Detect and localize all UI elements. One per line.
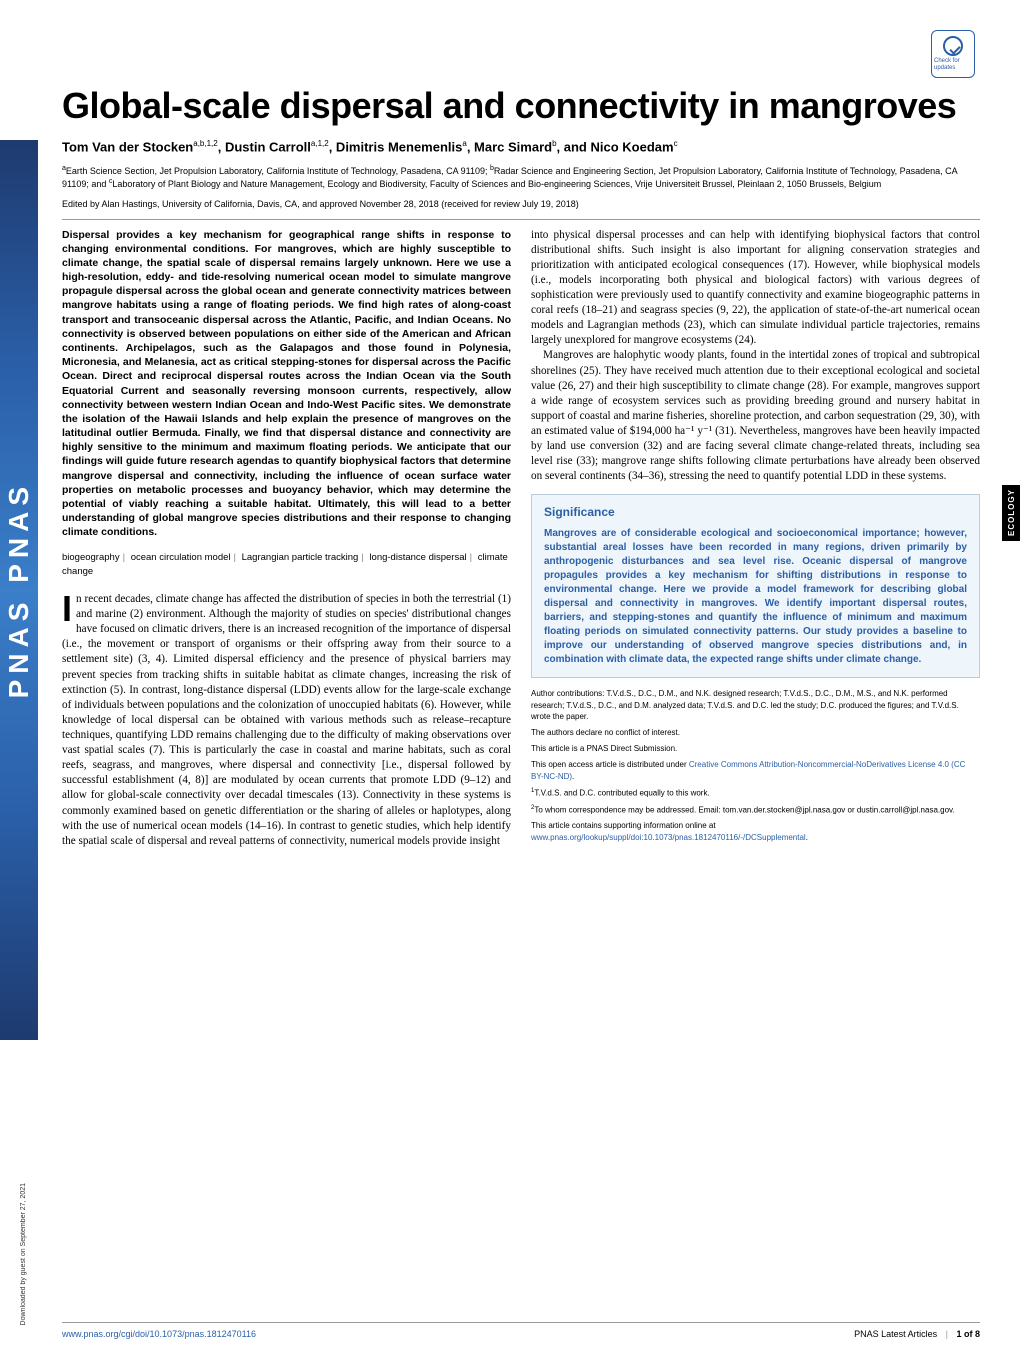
keyword: biogeography <box>62 552 120 563</box>
keyword: Lagrangian particle tracking <box>242 552 359 563</box>
footnotes: Author contributions: T.V.d.S., D.C., D.… <box>531 688 980 842</box>
affiliations: aEarth Science Section, Jet Propulsion L… <box>62 164 980 190</box>
footer-doi-link[interactable]: www.pnas.org/cgi/doi/10.1073/pnas.181247… <box>62 1329 256 1339</box>
download-timestamp: Downloaded by guest on September 27, 202… <box>20 1183 27 1325</box>
body-text-right: into physical dispersal processes and ca… <box>531 228 980 485</box>
crossmark-badge[interactable]: Check for updates <box>931 30 975 78</box>
abstract-text: Dispersal provides a key mechanism for g… <box>62 228 511 540</box>
footer-label: PNAS Latest Articles <box>854 1329 937 1339</box>
significance-title: Significance <box>544 505 967 519</box>
crossmark-check-icon <box>943 36 963 56</box>
author-list: Tom Van der Stockena,b,1,2, Dustin Carro… <box>62 139 980 154</box>
supplemental-note: This article contains supporting informa… <box>531 820 980 842</box>
dropcap-letter: I <box>62 592 76 625</box>
page-number: 1 of 8 <box>956 1329 980 1339</box>
article-title: Global-scale dispersal and connectivity … <box>62 85 980 127</box>
page-footer: www.pnas.org/cgi/doi/10.1073/pnas.181247… <box>62 1322 980 1339</box>
body-text-left: In recent decades, climate change has af… <box>62 592 511 849</box>
conflict-statement: The authors declare no conflict of inter… <box>531 727 980 738</box>
direct-submission: This article is a PNAS Direct Submission… <box>531 743 980 754</box>
header-divider <box>62 219 980 220</box>
keywords: biogeography| ocean circulation model| L… <box>62 551 511 578</box>
equal-contribution: 1T.V.d.S. and D.C. contributed equally t… <box>531 787 980 799</box>
supplemental-link[interactable]: www.pnas.org/lookup/suppl/doi:10.1073/pn… <box>531 833 806 842</box>
footer-page-info: PNAS Latest Articles | 1 of 8 <box>854 1329 980 1339</box>
keyword: long-distance dispersal <box>369 552 466 563</box>
correspondence: 2To whom correspondence may be addressed… <box>531 804 980 816</box>
body-right-p1: into physical dispersal processes and ca… <box>531 228 980 349</box>
significance-box: Significance Mangroves are of considerab… <box>531 494 980 678</box>
pnas-journal-spine: PNAS PNAS <box>0 140 38 1040</box>
section-tab-label: ECOLOGY <box>1007 489 1016 536</box>
significance-text: Mangroves are of considerable ecological… <box>544 527 967 667</box>
spine-text: PNAS PNAS <box>3 481 35 698</box>
crossmark-label: Check for updates <box>934 58 972 71</box>
body-left-content: n recent decades, climate change has aff… <box>62 593 511 847</box>
edited-by-line: Edited by Alan Hastings, University of C… <box>62 199 980 209</box>
section-tab-ecology: ECOLOGY <box>1002 485 1020 541</box>
right-column: into physical dispersal processes and ca… <box>531 228 980 849</box>
body-right-p2: Mangroves are halophytic woody plants, f… <box>531 348 980 484</box>
keyword: ocean circulation model <box>131 552 231 563</box>
license-note: This open access article is distributed … <box>531 759 980 781</box>
author-contributions: Author contributions: T.V.d.S., D.C., D.… <box>531 688 980 722</box>
left-column: Dispersal provides a key mechanism for g… <box>62 228 511 849</box>
